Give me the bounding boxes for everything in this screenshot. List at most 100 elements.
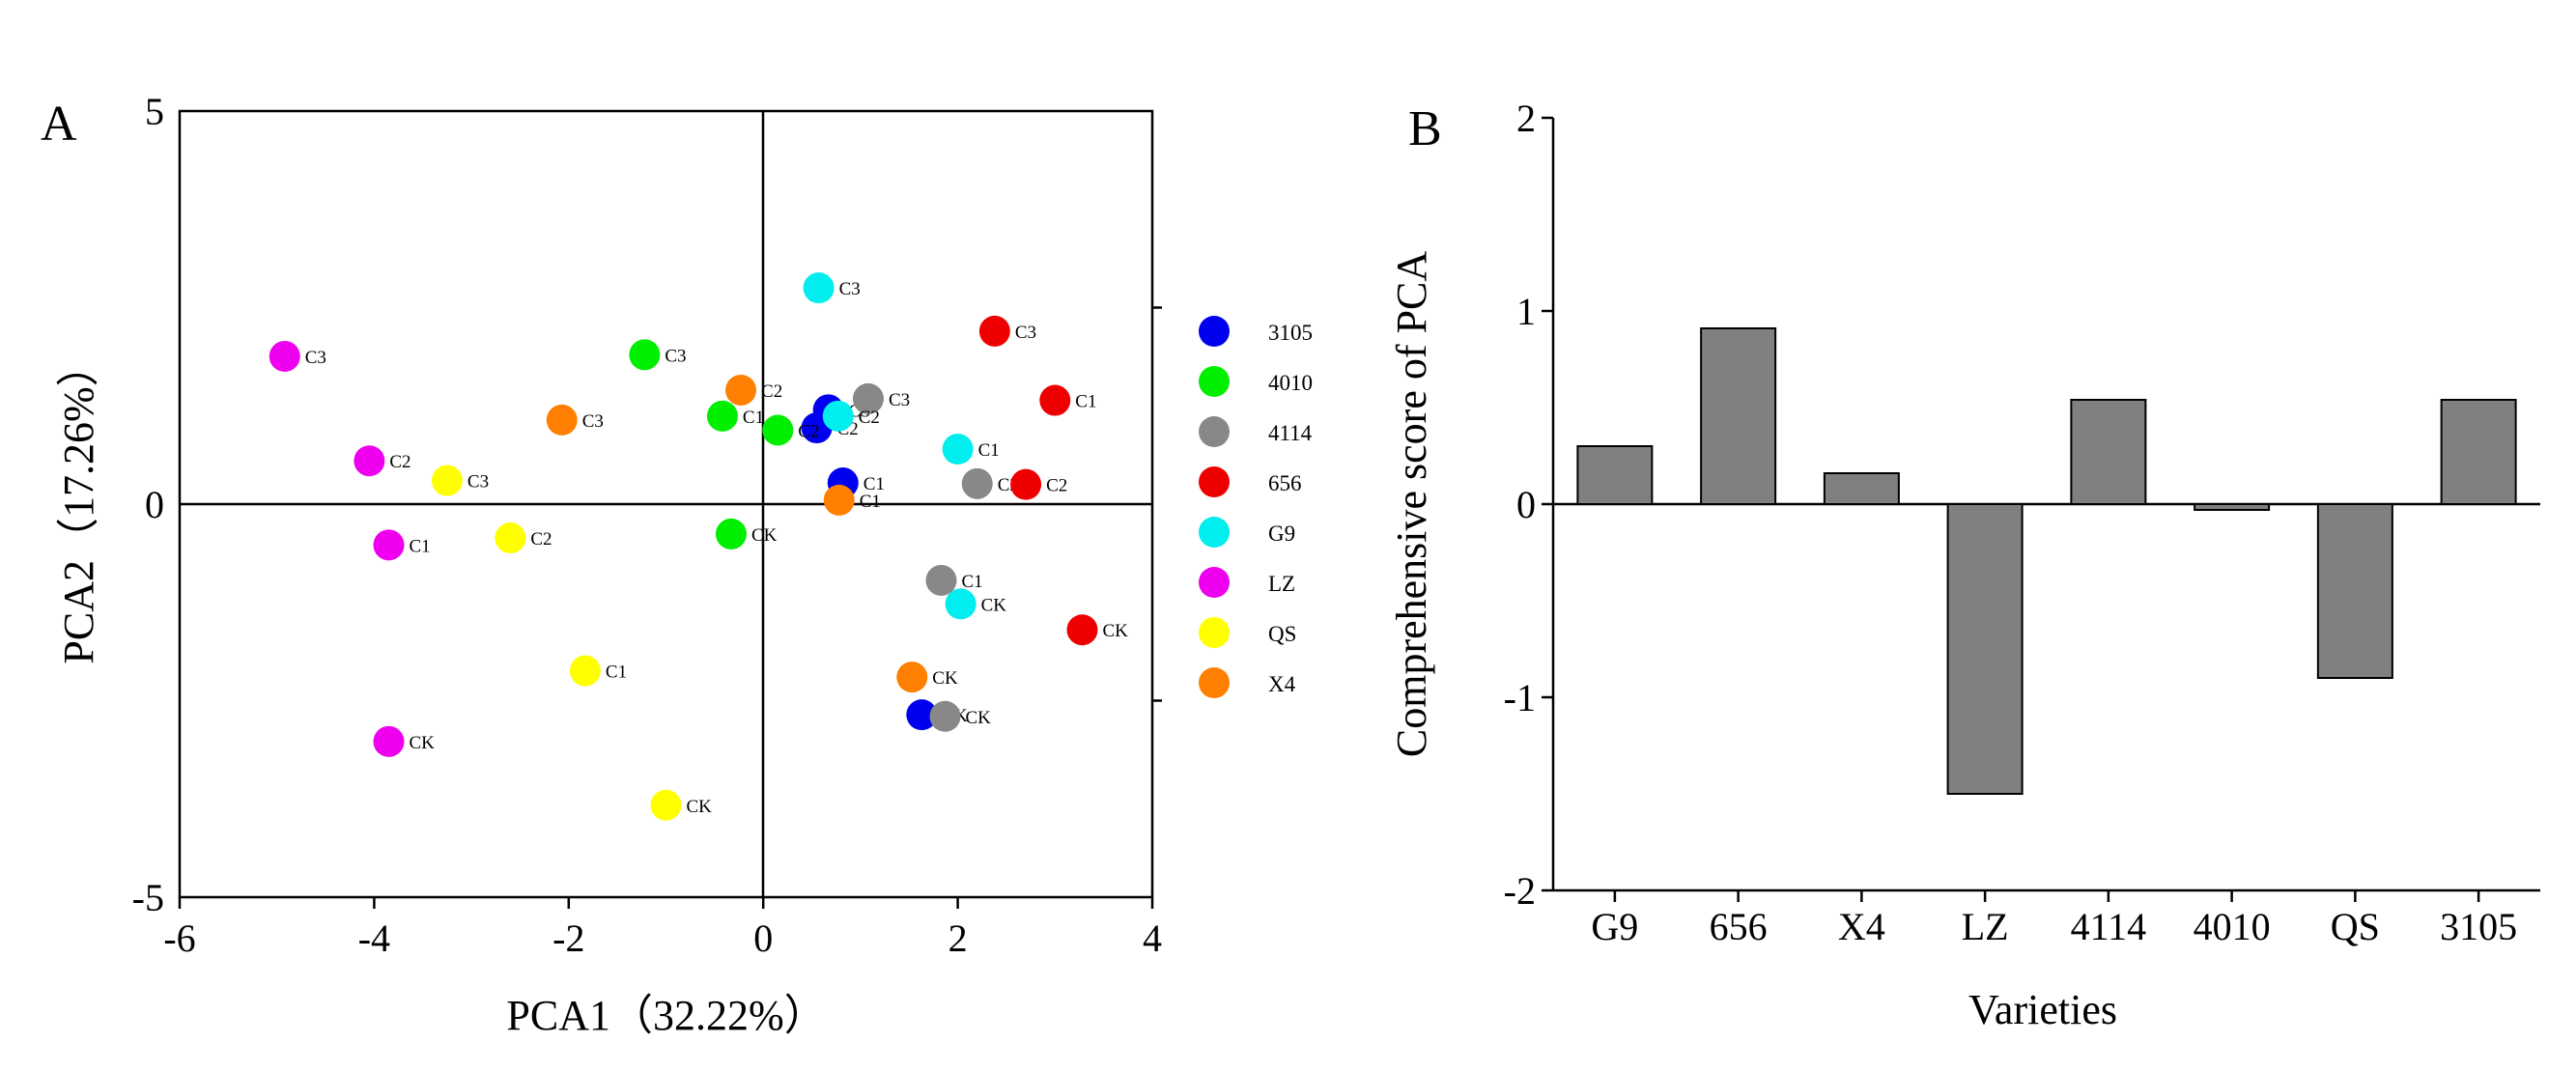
point-G9-C3: [803, 272, 835, 304]
point-label: C2: [389, 452, 410, 472]
bars: [1576, 327, 2517, 795]
point-label: C3: [467, 472, 489, 493]
point-label: C3: [305, 348, 326, 368]
point-656-C2: [1010, 468, 1042, 500]
legend-label-4010: 4010: [1268, 371, 1313, 395]
point-4010-C2: [762, 414, 794, 446]
b-y-tick-label: -1: [1504, 676, 1536, 719]
b-x-tick-label: 3105: [2440, 905, 2517, 948]
b-y-tick-label: 1: [1516, 290, 1536, 333]
point-X4-C3: [546, 404, 578, 436]
b-x-tick-label: QS: [2331, 905, 2380, 948]
point-LZ-C1: [373, 529, 405, 561]
panel-label-b: B: [1408, 101, 1442, 156]
bar-LZ: [1946, 503, 2024, 795]
b-x-axis-ticks: G9 656 X4 LZ 4114 4010 QS 3105: [1591, 890, 2517, 948]
point-G9-C1: [942, 434, 974, 465]
bar-4010: [2194, 503, 2271, 511]
legend-marker-4114: [1199, 416, 1230, 447]
legend-marker-QS: [1199, 617, 1230, 648]
legend-label-X4: X4: [1268, 672, 1296, 696]
point-4010-C3: [629, 339, 661, 371]
point-3105-CK: [906, 699, 938, 731]
legend-marker-G9: [1199, 517, 1230, 548]
y-axis-ticks: -5 0 5: [132, 90, 1162, 919]
point-label: C2: [530, 529, 552, 550]
legend-marker-X4: [1199, 667, 1230, 698]
point-4114-C3: [852, 382, 884, 414]
x-axis-ticks: -6 -4 -2 0 2 4: [163, 897, 1162, 960]
b-x-tick-label: X4: [1838, 905, 1885, 948]
point-4010-CK: [715, 518, 747, 550]
point-label: C1: [410, 536, 431, 556]
point-label: CK: [932, 668, 958, 689]
x-axis-title: PCA1（32.22%）: [506, 992, 826, 1039]
point-X4-CK: [896, 662, 928, 693]
point-label: C1: [863, 474, 885, 494]
point-label: C1: [961, 572, 982, 592]
point-label: C1: [606, 662, 627, 683]
bar-4114: [2070, 399, 2147, 505]
b-y-axis-title: Comprehensive score of PCA: [1388, 251, 1435, 757]
point-label: C3: [1015, 323, 1036, 343]
point-LZ-CK: [373, 725, 405, 757]
point-label: C1: [860, 492, 881, 512]
point-QS-C3: [431, 465, 463, 496]
point-label: C1: [1075, 392, 1096, 412]
legend-label-LZ: LZ: [1268, 572, 1295, 596]
point-4114-CK: [929, 700, 961, 732]
point-label: C2: [761, 381, 782, 402]
point-4010-C1: [706, 400, 738, 432]
bar-656: [1700, 327, 1777, 505]
point-LZ-C3: [269, 340, 300, 372]
point-G9-CK: [945, 588, 977, 620]
bar-QS: [2316, 503, 2393, 679]
panel-label-a: A: [41, 97, 77, 152]
b-y-tick-label: 0: [1516, 483, 1536, 526]
point-label: C3: [889, 390, 910, 410]
x-tick-label: 0: [753, 916, 773, 960]
legend-marker-LZ: [1199, 567, 1230, 598]
point-label: C3: [665, 346, 686, 366]
point-label: CK: [1102, 621, 1128, 641]
b-x-tick-label: LZ: [1962, 905, 2009, 948]
legend-label-G9: G9: [1268, 521, 1295, 546]
legend-marker-656: [1199, 466, 1230, 497]
y-tick-label: -5: [132, 876, 164, 919]
legend-label-4114: 4114: [1268, 421, 1313, 445]
point-4114-C1: [925, 564, 957, 596]
y-axis-title: PCA2（17.26%）: [55, 344, 102, 663]
point-label: CK: [966, 708, 992, 728]
x-tick-label: -4: [358, 916, 390, 960]
bar-X4: [1823, 472, 1900, 505]
point-label: CK: [687, 797, 713, 817]
b-x-axis-title: Varieties: [1968, 986, 2117, 1033]
b-y-tick-label: 2: [1516, 97, 1536, 140]
point-label: C2: [798, 421, 819, 441]
scatter-points: CK C1 C2 C3 CK C1 C2 C3 CK C1 C2 C3 CK C1 C2 C3 CK C1 C2 C3…: [269, 272, 1128, 821]
b-y-axis-ticks: -2 -1 0 1 2: [1504, 97, 1553, 913]
x-tick-label: 4: [1143, 916, 1162, 960]
point-label: CK: [981, 595, 1007, 615]
point-label: C3: [839, 279, 861, 299]
point-label: C2: [1046, 476, 1067, 496]
legend: 3105 4010 4114 656 G9 LZ QS X4: [1199, 316, 1313, 698]
point-label: C2: [859, 408, 880, 428]
point-label: CK: [751, 525, 778, 546]
legend-label-QS: QS: [1268, 622, 1296, 646]
point-label: C1: [743, 408, 764, 428]
b-x-tick-label: G9: [1591, 905, 1638, 948]
point-LZ-C2: [354, 445, 385, 477]
b-x-tick-label: 4010: [2194, 905, 2271, 948]
bar-G9: [1576, 445, 1654, 505]
point-G9-C2: [822, 400, 854, 432]
legend-label-656: 656: [1268, 471, 1302, 495]
y-tick-label: 5: [145, 90, 164, 133]
legend-marker-3105: [1199, 316, 1230, 347]
pca-score-panel: B -2 -1 0 1 2 G9 656 X4 LZ 4114 4010 QS 3105 Variet…: [1388, 97, 2540, 1033]
legend-marker-4010: [1199, 366, 1230, 397]
point-QS-C2: [495, 522, 526, 554]
point-656-C1: [1039, 384, 1071, 416]
